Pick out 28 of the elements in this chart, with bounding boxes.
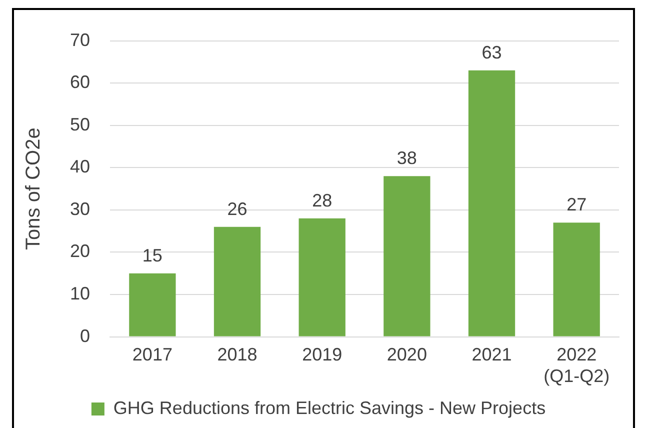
data-label: 26 — [227, 198, 248, 219]
bar — [214, 226, 261, 336]
y-tick-label: 10 — [70, 283, 90, 304]
data-label: 15 — [142, 245, 162, 266]
x-tick-label: 2019 — [302, 344, 342, 365]
y-tick-label: 0 — [80, 326, 90, 346]
data-label: 28 — [312, 190, 332, 210]
data-label: 63 — [482, 42, 502, 62]
bar — [298, 218, 346, 336]
bar — [384, 176, 430, 336]
y-tick-label: 50 — [70, 114, 90, 134]
y-tick-label: 30 — [70, 198, 90, 219]
y-tick-label: 70 — [70, 30, 90, 50]
x-tick-label: 2018 — [217, 344, 258, 365]
x-tick-label: 2022 (Q1-Q2) — [544, 344, 610, 386]
legend-label: GHG Reductions from Electric Savings - New Projects — [113, 398, 546, 418]
y-axis-title: Tons of CO2e — [22, 128, 45, 250]
bar — [553, 222, 600, 336]
y-tick-label: 60 — [70, 72, 90, 92]
bar — [129, 273, 176, 336]
x-tick-label: 2017 — [132, 344, 172, 365]
y-tick-label: 40 — [70, 156, 90, 177]
data-label: 38 — [396, 148, 417, 168]
bar — [468, 70, 516, 336]
data-label: 27 — [566, 194, 587, 215]
x-tick-label: 2021 — [472, 344, 512, 365]
x-tick-label: 2020 — [386, 344, 427, 365]
y-tick-label: 20 — [70, 241, 90, 262]
